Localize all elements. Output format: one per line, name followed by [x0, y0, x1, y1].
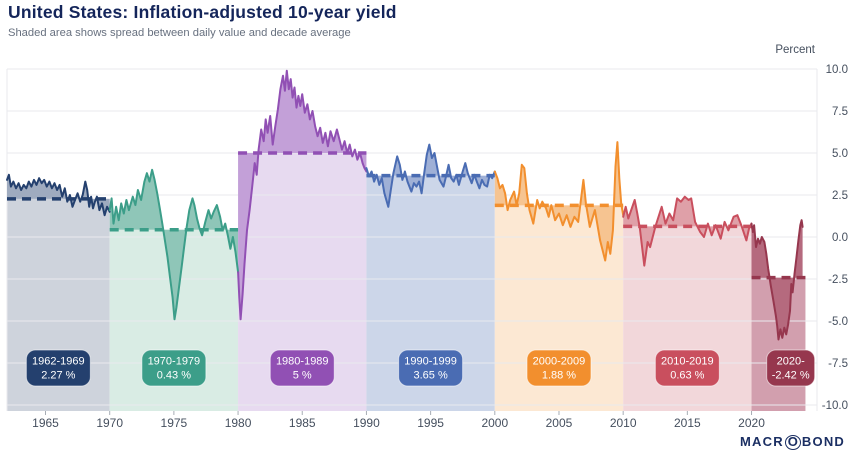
x-tick-label: 1970 [96, 416, 123, 430]
y-tick-label: 5.0 [832, 148, 848, 160]
logo-text-post: BOND [801, 434, 845, 449]
decade-badge-box [141, 349, 207, 387]
decade-badge-years: 1990-1999 [404, 356, 457, 368]
decade-badge-years: 1962-1969 [32, 356, 85, 368]
decade-badge: 1970-1979 0.43 % [141, 349, 207, 387]
spread-area [238, 70, 367, 320]
decade-badge-average: 2.27 % [41, 370, 75, 382]
logo-o-ring: O [784, 435, 801, 450]
x-tick-label: 1995 [417, 416, 444, 430]
decade-badge-box [766, 349, 816, 387]
x-tick-label: 1975 [161, 416, 188, 430]
layer-line [6, 69, 804, 341]
spread-area [109, 169, 239, 320]
decade-badge-average: 5 % [293, 370, 312, 382]
y-tick-label: 0.0 [832, 232, 848, 244]
layer-badges: 1962-1969 2.27 % 1970-1979 0.43 % 1980-1989 5… [25, 349, 816, 387]
decade-badge-average: 0.63 % [670, 370, 704, 382]
decade-badge-years: 2010-2019 [661, 356, 714, 368]
spread-area [623, 196, 752, 266]
decade-badge-years: 2020- [777, 356, 805, 368]
decade-badge-box [526, 349, 592, 387]
decade-badge-years: 1970-1979 [148, 356, 201, 368]
y-tick-label: -2.5 [828, 274, 848, 286]
y-tick-label: -5.0 [828, 316, 848, 328]
y-tick-label: 7.5 [832, 106, 848, 118]
x-tick-label: 2005 [546, 416, 573, 430]
x-tick-label: 2020 [738, 416, 765, 430]
layer-axis: 10.0 7.5 5.0 2.5 0.0 -2.5 -5.0 -7.5 -10.0 Percent… [32, 44, 848, 430]
page-title: United States: Inflation-adjusted 10-yea… [8, 2, 397, 22]
daily-value-line [6, 173, 111, 217]
decade-badge: 1990-1999 3.65 % [398, 349, 464, 387]
x-tick-label: 1990 [353, 416, 380, 430]
logo-text-pre: MACR [740, 434, 784, 449]
decade-badge-box [25, 349, 91, 387]
decade-badge: 2020- -2.42 % [766, 349, 816, 387]
decade-badge-box [654, 349, 720, 387]
decade-badge-years: 2000-2009 [533, 356, 586, 368]
page-subtitle: Shaded area shows spread between daily v… [8, 27, 351, 39]
daily-value-line [365, 143, 496, 208]
decade-badge-average: 1.88 % [542, 370, 576, 382]
macrobond-logo: MACR O BOND [740, 434, 845, 450]
x-tick-label: 2015 [674, 416, 701, 430]
decade-badge: 2010-2019 0.63 % [654, 349, 720, 387]
decade-badge: 2000-2009 1.88 % [526, 349, 592, 387]
x-tick-label: 1985 [289, 416, 316, 430]
decade-badge-box [269, 349, 335, 387]
x-tick-label: 1980 [225, 416, 252, 430]
daily-value-line [493, 141, 625, 262]
daily-value-line [622, 195, 753, 267]
chart-header: United States: Inflation-adjusted 10-yea… [8, 2, 397, 39]
y-axis-unit-label: Percent [775, 44, 815, 56]
y-tick-label: 10.0 [826, 64, 848, 76]
x-tick-label: 2010 [610, 416, 637, 430]
decade-badge-years: 1980-1989 [276, 356, 329, 368]
decade-badge: 1962-1969 2.27 % [25, 349, 91, 387]
decade-badge-box [398, 349, 464, 387]
daily-value-line [750, 219, 804, 341]
decade-badge-average: 3.65 % [413, 370, 447, 382]
decade-badge-average: 0.43 % [157, 370, 191, 382]
x-tick-label: 1965 [32, 416, 59, 430]
x-tick-label: 2000 [481, 416, 508, 430]
daily-value-line [108, 168, 240, 321]
decade-badge-average: -2.42 % [772, 370, 810, 382]
y-tick-label: -10.0 [822, 400, 848, 412]
decade-badge: 1980-1989 5 % [269, 349, 335, 387]
y-tick-label: 2.5 [832, 190, 848, 202]
daily-value-line [237, 69, 368, 321]
y-tick-label: -7.5 [828, 358, 848, 370]
